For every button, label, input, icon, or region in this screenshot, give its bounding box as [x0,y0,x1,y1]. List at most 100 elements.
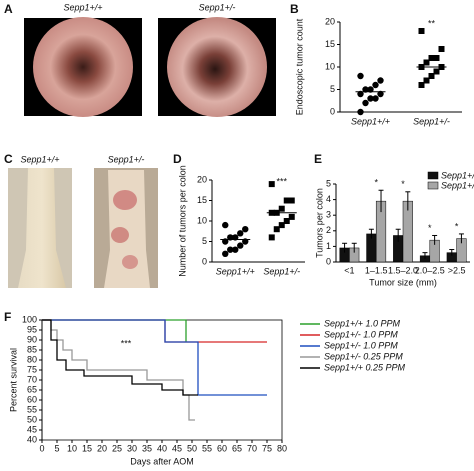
panel-letter: B [290,2,299,16]
significance: * [401,179,405,189]
x-tick-label: 5 [54,443,59,453]
survival-curve [42,319,267,343]
y-tick-label: 5 [330,84,335,94]
y-axis-label: Tumors per colon [314,188,324,258]
data-point [423,59,430,66]
survival-curve [42,319,267,396]
significance: * [428,223,432,233]
legend-label: Sepp1+/+ [441,170,474,180]
data-point [428,55,435,61]
y-tick-label: 20 [325,16,335,26]
data-point [428,73,435,79]
photo-label: Sepp1+/+ [63,2,102,12]
y-axis-label: Endoscopic tumor count [294,18,304,115]
panel-letter: F [4,310,11,324]
significance: *** [276,176,287,186]
data-point [357,108,364,116]
y-axis-label: Number of tumors per colon [177,165,187,277]
panel-letter: A [4,2,13,16]
y-tick-label: 60 [27,394,37,404]
data-point [278,205,285,212]
y-tick-label: 10 [325,61,335,71]
x-tick-label: >2.5 [448,265,466,275]
x-tick-label: 50 [187,443,197,453]
tumor-spot [113,190,137,210]
x-tick-label: 25 [112,443,122,453]
tumor-spot [122,255,138,269]
survival-curve [42,319,198,396]
data-point [367,86,374,93]
data-point [242,226,249,233]
y-tick-label: 50 [27,414,37,424]
y-tick-label: 65 [27,384,37,394]
data-point [362,99,369,107]
x-tick-label: 55 [202,443,212,453]
legend-swatch [427,181,439,190]
data-point [357,72,364,80]
significance: * [374,178,378,188]
colon-tissue [18,168,66,288]
legend-label: Sepp1+/- 0.25 PPM [324,351,403,361]
y-tick-label: 90 [27,334,37,344]
data-point [433,55,440,61]
y-tick-label: 45 [27,424,37,434]
data-point [237,242,244,249]
legend-label: Sepp1+/- 1.0 PPM [324,340,398,350]
data-point [377,90,384,98]
x-tick-label: 80 [277,443,287,453]
x-tick-label: 35 [142,443,152,453]
data-point [423,77,430,84]
endoscopy-lumen [33,17,133,117]
data-point [362,86,369,93]
panel-letter: C [4,152,13,166]
significance: * [455,221,459,231]
data-point [278,222,285,229]
x-tick-label: 20 [97,443,107,453]
x-tick-label: 10 [67,443,77,453]
y-tick-label: 0 [202,256,207,266]
x-tick-label: 2.0–2.5 [415,265,445,275]
colon-tissue [104,170,150,288]
x-tick-label: 0 [39,443,44,453]
tumor-spot [111,227,129,243]
y-tick-label: 3 [326,210,331,220]
y-tick-label: 15 [197,195,207,205]
y-tick-label: 20 [197,174,207,184]
data-point [283,218,290,224]
y-tick-label: 2 [326,225,331,235]
data-point [418,82,425,88]
panel-letter: D [173,152,182,166]
y-tick-label: 4 [326,194,331,204]
legend-label: Sepp1+/- [441,180,474,190]
y-tick-label: 55 [27,404,37,414]
x-tick-label: 75 [262,443,272,453]
x-tick-label: 60 [217,443,227,453]
y-tick-label: 80 [27,354,37,364]
y-tick-label: 10 [197,215,207,225]
data-point [232,246,239,253]
x-tick-label: 70 [247,443,257,453]
data-point [418,28,425,34]
x-tick-label: 1.5–2.0 [388,265,418,275]
y-tick-label: 15 [325,39,335,49]
data-point [288,213,295,220]
y-tick-label: 0 [326,256,331,266]
y-tick-label: 75 [27,364,37,374]
x-tick-label: Sepp1+/+ [351,116,390,126]
y-tick-label: 70 [27,374,37,384]
x-axis-label: Days after AOM [130,456,194,466]
data-point [438,46,445,52]
data-point [237,230,244,237]
data-point [268,234,275,241]
data-point [283,197,290,204]
legend-label: Sepp1+/- 1.0 PPM [324,329,398,339]
data-point [222,221,229,229]
x-tick-label: Sepp1+/- [263,266,300,276]
x-tick-label: 15 [82,443,92,453]
legend-swatch [427,171,439,180]
x-tick-label: 30 [127,443,137,453]
y-tick-label: 1 [326,241,331,251]
data-point [367,95,374,102]
significance: ** [428,18,436,28]
